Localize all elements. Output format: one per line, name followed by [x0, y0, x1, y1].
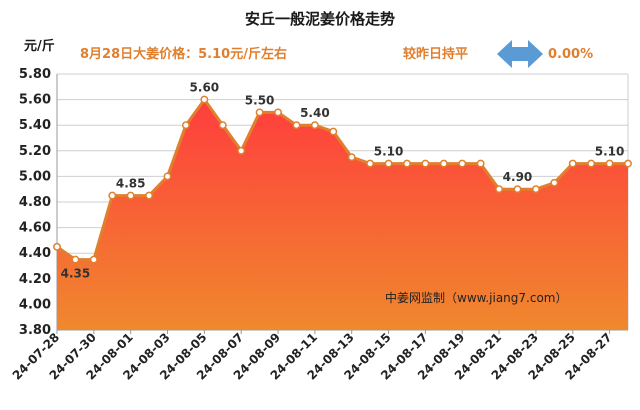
double-arrow-icon — [497, 40, 543, 68]
y-tick-label: 4.20 — [19, 272, 51, 287]
data-point — [237, 146, 246, 155]
data-point — [292, 121, 301, 130]
data-point — [274, 108, 282, 117]
data-point — [255, 108, 264, 117]
data-point — [531, 185, 540, 194]
watermark-text: 中姜网监制（www.jiang7.com） — [385, 290, 567, 305]
data-point — [384, 159, 393, 168]
y-tick-label: 3.80 — [19, 323, 51, 338]
data-label: 5.10 — [374, 145, 404, 159]
y-tick-label: 4.40 — [19, 246, 51, 261]
data-point — [53, 242, 61, 251]
data-point — [108, 191, 117, 200]
data-label: 5.40 — [300, 106, 330, 120]
data-point — [568, 159, 577, 168]
y-tick-label: 4.00 — [19, 297, 51, 312]
data-point — [145, 191, 154, 200]
data-point — [587, 159, 596, 168]
y-tick-label: 5.00 — [19, 169, 51, 184]
data-point — [163, 172, 172, 181]
data-point — [458, 159, 467, 168]
data-point — [439, 159, 448, 168]
data-point — [476, 159, 485, 168]
price-summary: 8月28日大姜价格：5.10元/斤左右 — [80, 46, 287, 62]
y-axis-unit: 元/斤 — [24, 38, 55, 54]
data-points — [53, 95, 632, 264]
y-tick-label: 4.60 — [19, 221, 51, 236]
price-area-fill — [57, 99, 628, 330]
data-label: 4.90 — [503, 170, 533, 184]
y-axis: 5.80 5.60 5.40 5.20 5.00 4.80 4.60 4.40 4.20 4.00… — [19, 67, 51, 338]
data-point — [605, 159, 614, 168]
data-point — [421, 159, 430, 168]
data-point — [200, 95, 209, 104]
data-point — [347, 153, 356, 162]
data-point — [495, 185, 504, 194]
data-labels: 4.35 4.85 5.60 5.50 5.40 5.10 4.90 5.10 — [61, 81, 625, 281]
y-tick-label: 5.60 — [19, 93, 51, 108]
y-tick-label: 4.80 — [19, 195, 51, 210]
data-label: 4.85 — [116, 177, 146, 191]
data-label: 5.10 — [595, 145, 625, 159]
compare-label: 较昨日持平 — [403, 46, 468, 62]
y-tick-label: 5.20 — [19, 144, 51, 159]
data-label: 5.50 — [245, 93, 275, 107]
data-point — [513, 185, 522, 194]
data-point — [181, 121, 190, 130]
data-point — [71, 255, 80, 264]
data-point — [126, 191, 135, 200]
data-point — [403, 159, 411, 168]
y-tick-label: 5.80 — [19, 67, 51, 82]
data-label: 5.60 — [190, 81, 220, 95]
price-area — [57, 99, 628, 330]
change-percent: 0.00% — [548, 47, 593, 62]
data-point — [329, 127, 338, 136]
data-point — [89, 255, 98, 264]
data-label: 4.35 — [61, 267, 91, 281]
data-point — [218, 121, 227, 130]
data-point — [550, 178, 559, 187]
chart-title: 安丘一般泥姜价格走势 — [245, 10, 395, 28]
data-point — [366, 159, 375, 168]
data-point — [624, 159, 632, 168]
data-point — [310, 121, 319, 130]
y-tick-label: 5.40 — [19, 118, 51, 133]
x-axis: 24-07-2824-07-3024-08-0124-08-0324-08-05… — [10, 330, 615, 383]
